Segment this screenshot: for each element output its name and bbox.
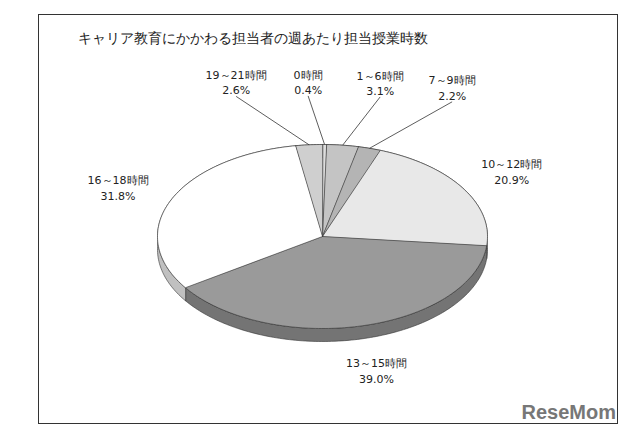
svg-text:19～21時間2.6%: 19～21時間2.6%	[206, 69, 267, 97]
html-text:ReseMom: ReseMom	[521, 401, 616, 423]
svg-text:0時間0.4%: 0時間0.4%	[294, 69, 323, 97]
svg-text:13～15時間39.0%: 13～15時間39.0%	[346, 357, 407, 385]
svg-text:16～18時間31.8%: 16～18時間31.8%	[88, 174, 149, 202]
svg-text:7～9時間2.2%: 7～9時間2.2%	[429, 74, 476, 102]
html-text:キャリア教育にかかわる担当者の週あたり担当授業時数: キャリア教育にかかわる担当者の週あたり担当授業時数	[78, 30, 428, 46]
svg-text:1～6時間3.1%: 1～6時間3.1%	[357, 70, 404, 98]
svg-text:10～12時間20.9%: 10～12時間20.9%	[481, 158, 542, 186]
